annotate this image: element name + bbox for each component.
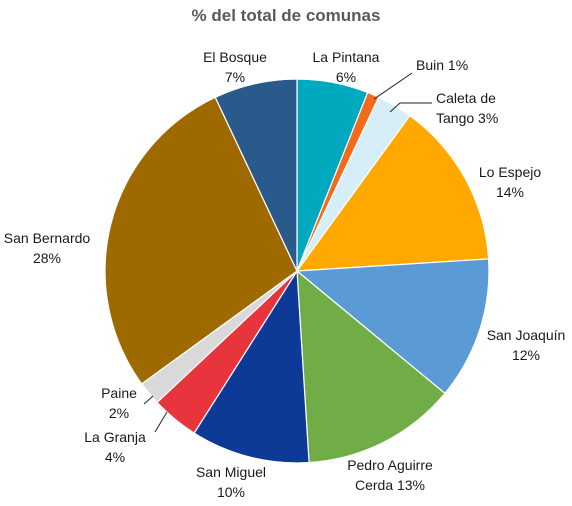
slice-label-line: 6% [336, 69, 356, 85]
slice-label-line: 10% [217, 484, 245, 500]
slice-label: Paine 2% [101, 385, 137, 421]
leader-line [373, 72, 413, 100]
slice-label-line: Lo Espejo [479, 164, 541, 180]
slice-label-line: 7% [225, 69, 245, 85]
chart-title: % del total de comunas [191, 6, 381, 25]
slice-label-line: 2% [109, 405, 129, 421]
slice-label-line: El Bosque [203, 49, 267, 65]
leader-line [143, 395, 154, 405]
slice-label: San Miguel 10% [196, 464, 266, 500]
slice-label: San Bernardo 28% [4, 230, 91, 266]
slice-label-line: 12% [512, 347, 540, 363]
pie-outline [104, 78, 490, 464]
slice-label-line: Paine [101, 385, 137, 401]
slice-label: Pedro Aguirre Cerda 13% [347, 457, 433, 493]
slice-label-line: Cerda 13% [355, 477, 425, 493]
slice-label-line: La Pintana [313, 49, 380, 65]
slice-label-line: San Miguel [196, 464, 266, 480]
slice-label: Caleta de Tango 3% [436, 90, 498, 126]
slice-label-line: 28% [33, 250, 61, 266]
slice-label: Buin 1% [416, 57, 468, 73]
slice-label-line: La Granja [84, 429, 146, 445]
slice-label-line: Tango 3% [436, 110, 498, 126]
slice-label: Lo Espejo 14% [479, 164, 541, 200]
slice-label-line: San Bernardo [4, 230, 91, 246]
slice-label-line: Pedro Aguirre [347, 457, 433, 473]
leader-line [389, 102, 432, 113]
leader-line [154, 411, 168, 433]
slice-label: San Joaquín 12% [487, 327, 566, 363]
slice-label-line: 4% [105, 449, 125, 465]
slice-label-line: 14% [496, 184, 524, 200]
slice-label-line: Caleta de [436, 90, 496, 106]
slice-label-line: San Joaquín [487, 327, 566, 343]
slice-label: La Pintana 6% [313, 49, 380, 85]
slice-label: La Granja 4% [84, 429, 146, 465]
slice-label-line: Buin 1% [416, 57, 468, 73]
slice-label: El Bosque 7% [203, 49, 267, 85]
